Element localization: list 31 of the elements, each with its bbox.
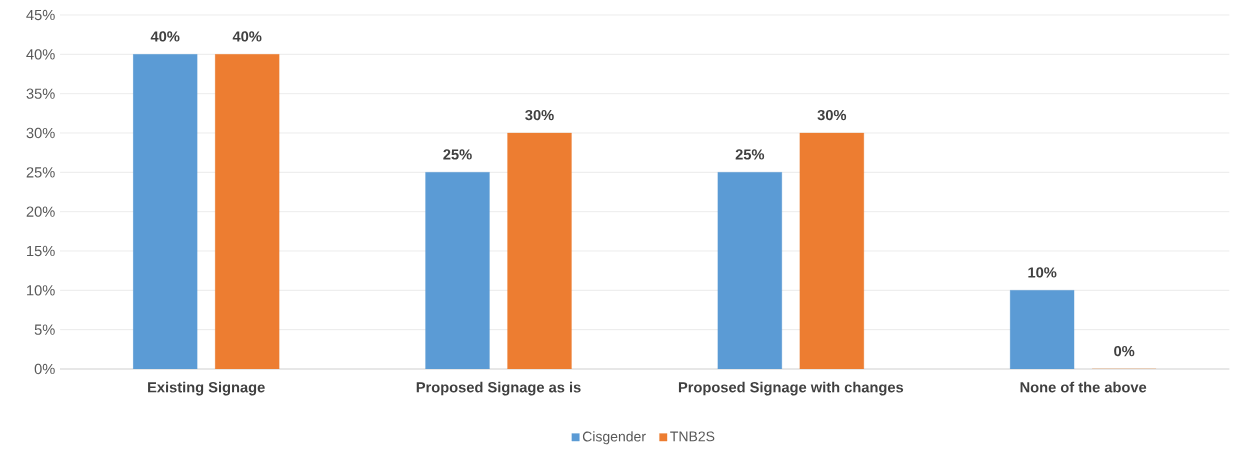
data-label: 0%	[1114, 345, 1135, 357]
x-tick-label: Existing Signage	[148, 381, 265, 396]
bar	[717, 172, 782, 369]
legend-label: Cisgender	[582, 431, 646, 445]
y-tick-label: 30%	[26, 127, 55, 139]
y-tick-label: 10%	[27, 285, 55, 296]
data-label: 40%	[150, 31, 180, 42]
x-tick-label: Proposed Signage as is	[416, 381, 581, 396]
y-tick-label: 20%	[26, 206, 55, 217]
legend-label: TNB2S	[670, 431, 715, 442]
data-label: 25%	[443, 149, 472, 160]
data-label: 10%	[1028, 267, 1057, 278]
x-tick-label: None of the above	[1020, 381, 1147, 393]
bar	[507, 132, 572, 369]
y-tick-label: 25%	[26, 167, 55, 178]
bar	[425, 172, 490, 369]
data-label: 30%	[525, 109, 554, 121]
y-tick-label: 45%	[26, 9, 55, 21]
data-label: 40%	[232, 31, 262, 42]
y-tick-label: 35%	[26, 88, 55, 99]
bar	[799, 132, 864, 369]
data-label: 25%	[735, 149, 765, 160]
y-tick-label: 5%	[34, 324, 55, 335]
y-tick-label: 40%	[26, 49, 55, 60]
data-label: 30%	[817, 109, 847, 121]
x-tick-label: Proposed Signage with changes	[678, 381, 904, 396]
bar	[1010, 290, 1075, 369]
y-tick-label: 15%	[27, 245, 55, 257]
y-tick-label: 0%	[34, 363, 55, 375]
bar	[215, 54, 280, 369]
bar	[133, 54, 198, 369]
